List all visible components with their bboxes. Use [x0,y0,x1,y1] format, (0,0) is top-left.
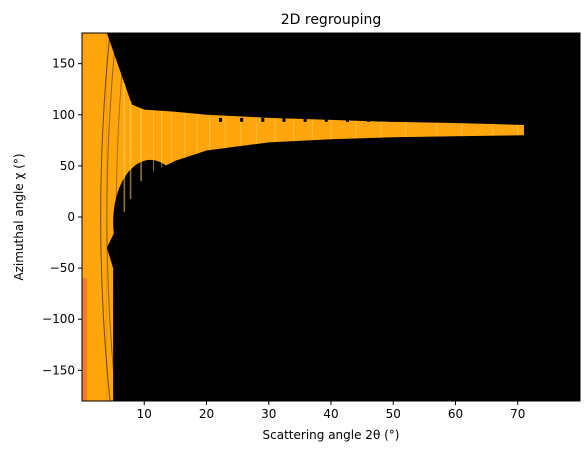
band-notch [472,117,476,122]
y-tick-label: −50 [50,261,75,275]
band-notch [494,117,498,122]
band-notch [388,117,392,122]
band-notch [345,117,349,122]
band-notch [324,117,328,122]
y-tick-label: 100 [52,108,75,122]
band-notch [282,117,286,122]
x-tick-label: 60 [448,407,463,421]
x-tick-label: 50 [386,407,401,421]
y-axis: −150 −100 −50 0 50 100 150 [42,57,82,377]
band-notch [430,117,434,122]
x-tick-label: 30 [261,407,276,421]
detector-gap-arc [100,33,111,401]
x-tick-label: 40 [323,407,338,421]
upper-coverage-band [106,33,524,248]
x-tick-label: 70 [510,407,525,421]
y-tick-label: 50 [60,159,75,173]
detector-gap-arc [115,33,127,401]
plot-area [81,32,581,402]
lower-coverage-band [106,247,114,401]
band-notch [303,117,307,122]
y-tick-label: 0 [67,210,75,224]
inner-gap [113,159,188,285]
y-tick-label: −100 [42,312,75,326]
band-notch [240,117,244,122]
x-tick-label: 10 [137,407,152,421]
y-tick-label: 150 [52,57,75,71]
band-notch [515,117,519,122]
heatmap-coverage [82,33,524,401]
x-axis: 10 20 30 40 50 60 70 [137,401,525,421]
y-axis-label: Azimuthal angle χ (°) [12,153,26,280]
x-tick-label: 20 [199,407,214,421]
x-axis-label: Scattering angle 2θ (°) [263,428,400,442]
detector-gap-arc [106,33,117,401]
band-notch [409,117,413,122]
chart-title: 2D regrouping [281,12,382,28]
inner-strip-edge [82,278,87,401]
band-notch [451,117,455,122]
band-notch [261,117,265,122]
band-notch [367,117,371,122]
band-notch [218,117,222,122]
y-tick-label: −150 [42,363,75,377]
